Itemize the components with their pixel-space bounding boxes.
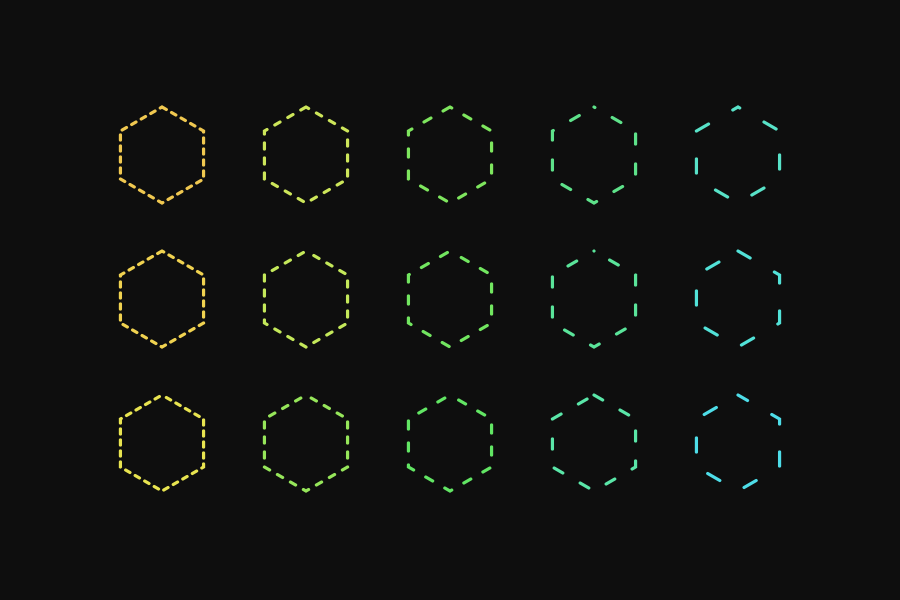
hexagon-row-3 <box>118 393 782 493</box>
dashed-hexagon-icon <box>694 105 782 205</box>
hexagon-row-1 <box>118 105 782 205</box>
hexagon-row-2 <box>118 249 782 349</box>
dashed-hexagon-icon <box>406 393 494 493</box>
dashed-hexagon-icon <box>262 105 350 205</box>
dashed-hexagon-icon <box>406 105 494 205</box>
dashed-hexagon-icon <box>694 249 782 349</box>
dashed-hexagon-icon <box>694 393 782 493</box>
dashed-hexagon-icon <box>118 249 206 349</box>
dashed-hexagon-icon <box>118 105 206 205</box>
dashed-hexagon-icon <box>262 393 350 493</box>
dashed-hexagon-icon <box>262 249 350 349</box>
dashed-hexagon-icon <box>550 249 638 349</box>
dashed-hexagon-icon <box>406 249 494 349</box>
dashed-hexagon-icon <box>118 393 206 493</box>
dashed-hexagon-icon <box>550 105 638 205</box>
dashed-hexagon-icon <box>550 393 638 493</box>
